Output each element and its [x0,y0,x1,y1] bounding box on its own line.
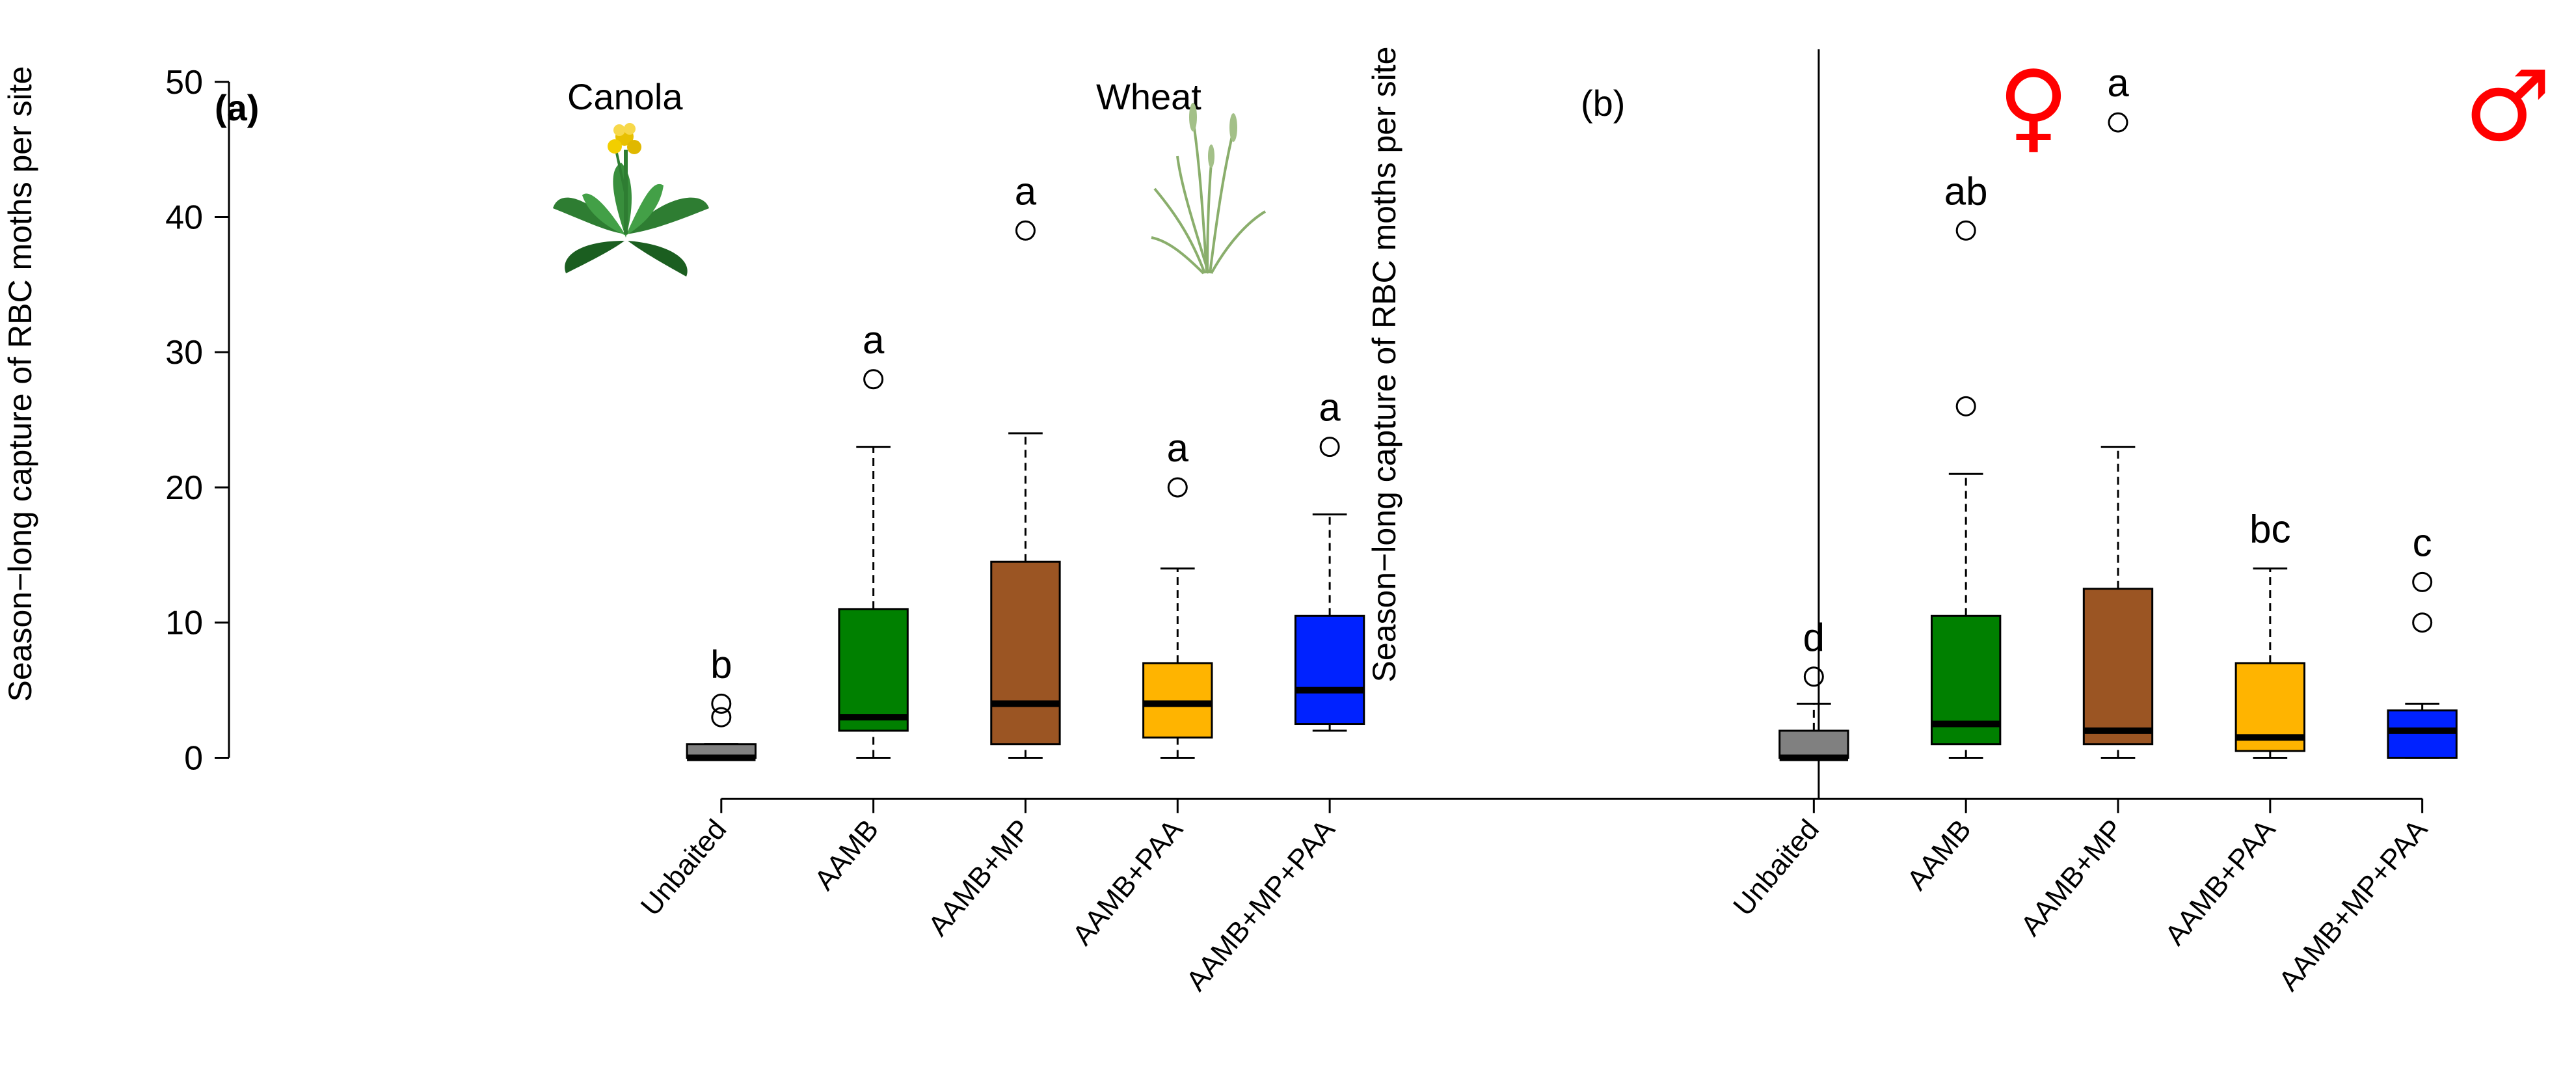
box-aamb-paa: bc [2234,508,2306,759]
significance-letter: a [1167,426,1189,470]
y-tick-label: 20 [165,469,203,507]
significance-letter: a [863,318,885,362]
group-label-canola: Canola [567,76,683,117]
y-tick-label: 50 [165,64,203,102]
canola-plant-icon [553,123,709,277]
panel-label-a: (a) [215,87,259,128]
outlier-point [2412,612,2433,633]
box-aamb: a [838,318,909,759]
box-iqr [1142,662,1213,739]
significance-letter: b [710,642,732,686]
y-axis-a: 0 10 20 30 40 50 [165,64,230,777]
outlier-point [1955,396,1976,416]
box-iqr [2082,588,2154,746]
outlier-point [863,369,884,390]
outlier-point [711,693,732,714]
y-tick-label: 10 [165,605,203,642]
outlier-point [1167,477,1188,498]
outlier-point [1319,437,1340,457]
group-label-wheat: Wheat [1096,76,1201,117]
y-tick-label: 40 [165,198,203,236]
box-aamb-mp: a [2082,61,2154,759]
wheat-plant-icon [1151,103,1267,275]
box-aamb-mp-paa: a [1294,386,1365,732]
significance-letter: d [1803,616,1825,659]
significance-letter: a [1319,386,1341,429]
outlier-point [1803,666,1824,687]
outlier-point [2412,571,2433,592]
y-axis-label-b: Season−long capture of RBC moths per sit… [1366,47,1402,683]
x-tick-label: Unbaited [635,813,733,921]
y-tick-label: 0 [184,739,203,777]
box-aamb-paa: a [1142,426,1213,759]
male-symbol: ♂ [2464,50,2551,163]
x-tick-label: AAMB [1901,813,1978,896]
outlier-point [1955,220,1976,241]
boxes-a: b a a a a d ab a bc c [686,61,2458,761]
female-symbol: ♀ [1998,50,2069,163]
significance-letter: ab [1944,169,1988,213]
box-iqr [838,608,909,732]
box-unbaited: b [686,642,757,761]
box-aamb-mp: a [990,169,1061,759]
panel-a: Season−long capture of RBC moths per sit… [2,49,2458,997]
x-tick-label: AAMB+MP [922,813,1037,942]
box-iqr [1294,614,1365,726]
significance-letter: bc [2249,508,2290,551]
x-tick-label: AAMB+PAA [1066,813,1189,951]
x-tick-label: AAMB+PAA [2159,813,2282,951]
box-iqr [2387,709,2458,759]
x-tick-label: Unbaited [1727,813,1825,921]
x-tick-label: AAMB [809,813,885,896]
significance-letter: a [1015,169,1037,213]
panel-b: Season−long capture of RBC moths per sit… [1366,47,2551,683]
y-axis-label-a: Season−long capture of RBC moths per sit… [2,66,38,702]
box-aamb: ab [1930,169,2002,759]
significance-letter: a [2107,61,2129,105]
outlier-point [2108,112,2128,133]
panel-label-b: (b) [1581,83,1625,124]
y-tick-label: 30 [165,334,203,372]
x-tick-label: AAMB+MP [2015,813,2130,942]
box-unbaited: d [1778,616,1849,761]
box-iqr [990,560,1061,746]
box-iqr [1778,729,1849,759]
outlier-point [1015,220,1036,241]
outlier-point [711,707,732,728]
x-tick-label: AAMB+MP+PAA [1180,813,1341,997]
significance-letter: c [2413,521,2432,564]
box-aamb-mp-paa: c [2387,521,2458,759]
x-tick-label: AAMB+MP+PAA [2273,813,2434,997]
